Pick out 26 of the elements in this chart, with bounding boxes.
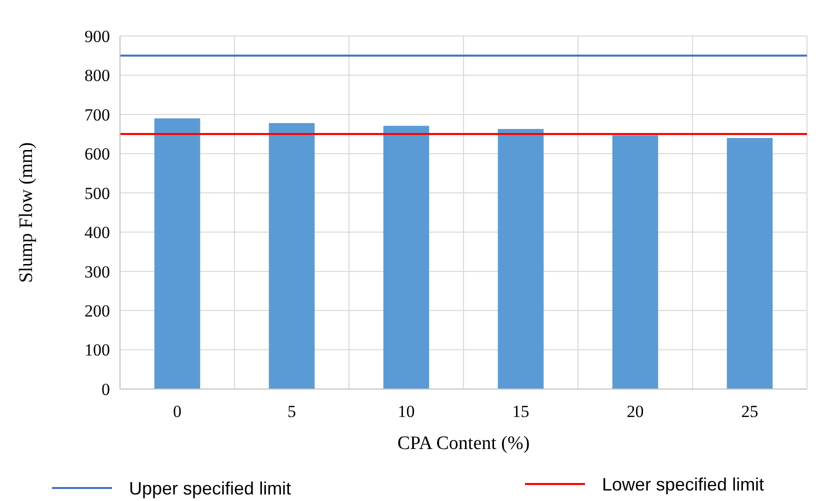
y-tick-label: 500 xyxy=(84,184,110,203)
y-tick-label: 900 xyxy=(84,26,110,46)
y-tick-label: 600 xyxy=(84,144,110,164)
y-tick-label: 400 xyxy=(84,223,110,242)
bar xyxy=(154,118,200,389)
legend-label: Lower specified limit xyxy=(602,474,764,494)
bar xyxy=(268,123,315,389)
bar xyxy=(383,126,430,389)
y-tick-label: 200 xyxy=(84,302,110,321)
legend-label: Upper specified limit xyxy=(129,478,292,498)
x-tick-label: 10 xyxy=(398,402,415,421)
y-tick-label: 0 xyxy=(102,380,110,399)
y-tick-label: 100 xyxy=(84,340,110,360)
bar xyxy=(498,128,544,389)
bar xyxy=(726,138,773,389)
y-tick-label: 800 xyxy=(84,66,110,86)
y-tick-label: 700 xyxy=(84,105,110,124)
x-tick-label: 0 xyxy=(173,402,182,421)
y-tick-label: 300 xyxy=(84,262,110,282)
y-axis-title: Slump Flow (mm) xyxy=(16,142,37,283)
x-tick-label: 15 xyxy=(512,402,530,421)
x-axis-title: CPA Content (%) xyxy=(397,433,530,454)
bar xyxy=(612,135,658,389)
x-tick-label: 25 xyxy=(741,402,758,421)
x-tick-label: 20 xyxy=(626,402,644,421)
x-tick-label: 5 xyxy=(288,402,296,421)
